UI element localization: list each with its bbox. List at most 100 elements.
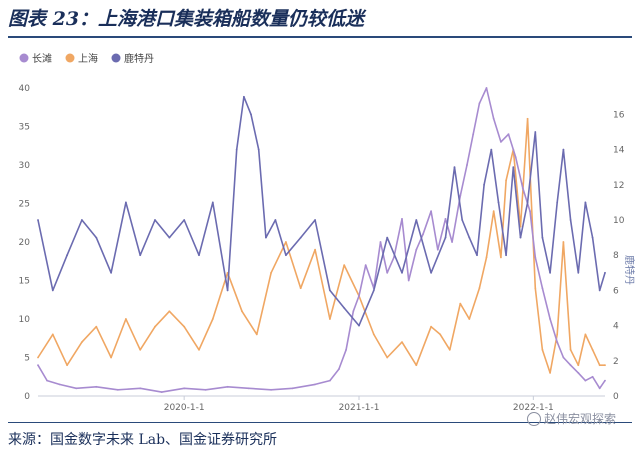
series-point-1 <box>110 356 112 359</box>
series-point-2 <box>468 236 471 239</box>
series-point-2 <box>226 289 229 292</box>
series-point-2 <box>512 166 515 169</box>
series-point-0 <box>436 248 439 251</box>
y2-tick-label: 4 <box>613 322 619 332</box>
watermark-text: 赵伟宏观探索 <box>543 412 616 426</box>
series-line-0 <box>37 87 606 393</box>
series-point-1 <box>198 348 200 351</box>
series-point-2 <box>534 131 537 133</box>
series-point-2 <box>66 254 68 257</box>
series-point-0 <box>46 379 48 382</box>
series-point-2 <box>444 236 447 239</box>
series-point-1 <box>241 310 243 313</box>
series-point-0 <box>422 233 424 236</box>
series-point-0 <box>116 388 119 391</box>
series-point-1 <box>541 348 544 351</box>
legend-label-1: 上海 <box>78 52 98 65</box>
series-point-1 <box>314 248 316 251</box>
series-point-0 <box>329 379 331 382</box>
series-point-0 <box>521 187 524 190</box>
y-tick-label: 40 <box>19 84 31 94</box>
x-axis: 2020-1-1 2021-1-1 2022-1-1 <box>164 396 554 413</box>
series-point-2 <box>358 324 360 327</box>
y2-tick-label: 8 <box>613 251 619 261</box>
series-point-2 <box>461 219 464 221</box>
series-point-2 <box>490 148 493 151</box>
y-tick-label: 10 <box>19 315 31 325</box>
series-point-0 <box>556 341 559 343</box>
series-point-0 <box>478 102 481 105</box>
series-point-0 <box>364 264 367 266</box>
series-point-2 <box>329 289 331 292</box>
legend-label-2: 鹿特丹 <box>124 52 154 65</box>
series-point-1 <box>534 287 537 290</box>
series-point-1 <box>66 364 68 367</box>
series-point-1 <box>478 287 481 290</box>
series-point-0 <box>549 318 551 320</box>
series-point-1 <box>386 356 389 359</box>
page-title: 图表 23：上海港口集装箱船数量仍较低迷 <box>8 8 365 30</box>
series-point-1 <box>211 318 214 320</box>
series-point-2 <box>476 254 478 257</box>
series-point-2 <box>415 219 418 221</box>
series-point-2 <box>591 236 594 239</box>
x-tick-label: 2022-1-1 <box>513 403 554 413</box>
series-point-0 <box>247 387 250 390</box>
series-point-0 <box>577 372 580 374</box>
series-point-1 <box>448 348 451 351</box>
y-tick-label: 25 <box>19 200 30 210</box>
series-point-2 <box>343 307 346 309</box>
y-tick-label: 5 <box>24 354 30 364</box>
y-tick-label: 0 <box>24 392 30 402</box>
series-point-1 <box>81 341 83 343</box>
series-point-0 <box>529 210 531 213</box>
series-point-0 <box>562 356 565 359</box>
series-point-2 <box>483 183 485 186</box>
legend-swatch-0 <box>19 53 29 63</box>
legend: 长滩 上海 鹿特丹 <box>19 52 154 65</box>
y2-tick-label: 6 <box>613 286 619 296</box>
series-point-1 <box>168 310 171 313</box>
series-point-2 <box>497 201 500 204</box>
series-point-2 <box>243 95 245 98</box>
series-point-0 <box>492 117 495 120</box>
series-point-0 <box>338 368 340 370</box>
series-point-1 <box>459 302 462 305</box>
series-point-2 <box>453 166 456 169</box>
y-tick-label: 35 <box>19 123 30 133</box>
y-tick-label: 20 <box>19 238 31 248</box>
series-point-2 <box>257 148 260 151</box>
series-point-0 <box>459 194 462 197</box>
series-point-0 <box>270 388 272 391</box>
series-point-2 <box>519 236 522 239</box>
series-point-2 <box>562 148 565 151</box>
series-point-2 <box>95 236 98 239</box>
wechat-logo-icon <box>526 412 541 426</box>
series-point-1 <box>37 356 39 359</box>
series-point-1 <box>526 117 529 120</box>
series-point-1 <box>556 333 559 336</box>
series-point-2 <box>110 271 112 274</box>
series-point-0 <box>352 310 355 313</box>
series-point-1 <box>584 333 587 336</box>
series-point-1 <box>343 264 346 266</box>
series-point-2 <box>430 271 432 274</box>
series-point-2 <box>265 236 267 239</box>
series-point-1 <box>577 364 580 367</box>
y2-tick-label: 10 <box>613 216 625 226</box>
series-point-1 <box>492 210 495 213</box>
series-point-2 <box>577 271 580 274</box>
series-point-0 <box>430 210 432 213</box>
y2-tick-label: 14 <box>613 146 625 156</box>
series-point-1 <box>485 256 488 259</box>
y2-tick-label: 0 <box>613 392 619 402</box>
series-point-2 <box>314 219 316 221</box>
series-point-0 <box>407 279 410 282</box>
series-point-0 <box>472 133 475 136</box>
series-point-2 <box>505 254 507 257</box>
series-point-2 <box>274 219 277 221</box>
series-point-0 <box>591 375 594 378</box>
right-y-axis: 0 2 4 6 8 10 12 14 16 <box>613 110 625 402</box>
series-point-2 <box>285 254 287 257</box>
